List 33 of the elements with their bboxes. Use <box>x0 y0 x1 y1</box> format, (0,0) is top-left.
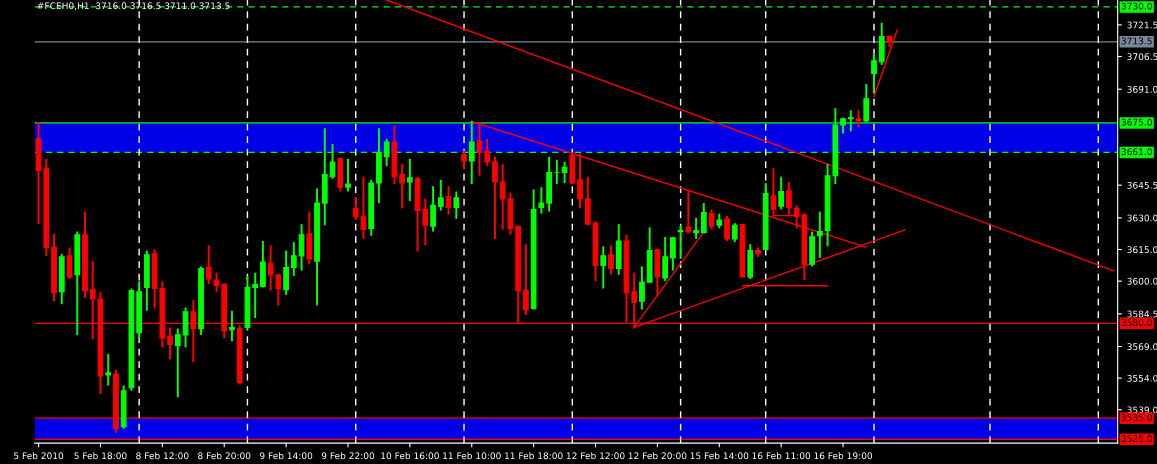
ref-line-label: 3675.0 <box>1121 118 1152 126</box>
ref-line-label: 3525.0 <box>1121 435 1152 442</box>
ref-line-label: 3730.0 <box>1121 2 1152 10</box>
x-tick-label: 16 Feb 19:00 <box>814 452 873 460</box>
ref-line-label: 3580.0 <box>1121 319 1152 326</box>
x-tick-label: 15 Feb 14:00 <box>690 452 749 460</box>
x-tick-label: 12 Feb 20:00 <box>628 452 687 460</box>
y-tick-label: 3569.0 <box>1127 343 1157 351</box>
x-tick-label: 8 Feb 20:00 <box>198 452 251 460</box>
ref-line-label: 3713.5 <box>1121 37 1152 45</box>
x-tick-label: 11 Feb 10:00 <box>443 452 501 460</box>
y-tick-label: 3539.0 <box>1127 406 1157 414</box>
x-tick-label: 11 Feb 18:00 <box>505 452 563 460</box>
x-tick-label: 8 Feb 12:00 <box>136 452 189 460</box>
x-tick-label: 10 Feb 16:00 <box>381 452 439 460</box>
y-tick-label: 3584.5 <box>1127 310 1157 318</box>
y-tick-label: 3691.0 <box>1127 85 1157 93</box>
x-tick-label: 16 Feb 11:00 <box>752 452 811 460</box>
x-tick-label: 9 Feb 14:00 <box>259 452 313 460</box>
y-tick-label: 3600.0 <box>1127 277 1157 285</box>
y-tick-label: 3706.5 <box>1127 53 1157 61</box>
y-tick-label: 3615.0 <box>1127 246 1157 254</box>
ref-line-label: 3535.0 <box>1121 414 1152 421</box>
ref-line-label: 3661.0 <box>1121 148 1152 156</box>
y-tick-label: 3554.0 <box>1127 374 1157 382</box>
y-tick-label: 3721.5 <box>1127 21 1157 29</box>
x-tick-label: 9 Feb 22:00 <box>321 452 375 460</box>
x-tick-label: 5 Feb 18:00 <box>74 452 127 460</box>
x-tick-label: 5 Feb 2010 <box>14 452 64 460</box>
chart-title: #FCEH0,H1 3716.0 3716.5 3711.0 3713.5 <box>37 2 230 11</box>
y-tick-label: 3630.0 <box>1127 214 1157 222</box>
x-tick-label: 12 Feb 12:00 <box>566 452 625 460</box>
y-tick-label: 3645.5 <box>1127 181 1157 189</box>
